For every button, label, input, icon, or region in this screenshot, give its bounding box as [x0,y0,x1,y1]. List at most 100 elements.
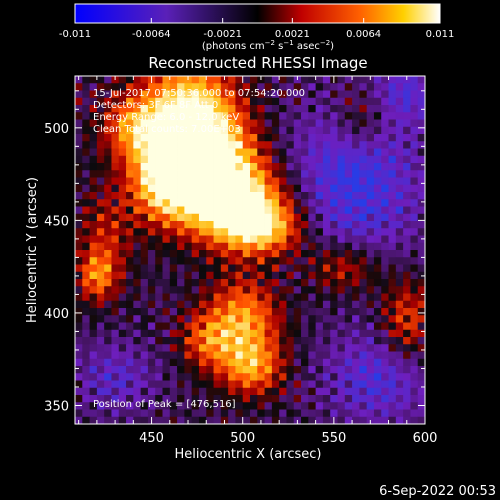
heatmap-cell [315,163,324,171]
heatmap-cell [330,206,338,215]
heatmap-cell [388,279,397,287]
heatmap-cell [235,112,244,120]
heatmap-cell [366,337,375,345]
heatmap-cell [410,192,419,200]
heatmap-cell [126,409,134,418]
heatmap-cell [155,337,163,345]
heatmap-cell [322,105,331,113]
heatmap-cell [206,279,214,287]
heatmap-cell [147,402,156,410]
heatmap-cell [126,402,134,410]
heatmap-cell [395,177,404,186]
heatmap-cell [155,90,163,99]
heatmap-cell [133,90,142,99]
heatmap-cell [293,308,302,316]
heatmap-cell [242,242,251,251]
heatmap-cell [169,271,178,280]
heatmap-cell [257,199,265,207]
heatmap-cell [395,286,404,294]
heatmap-cell [104,83,112,91]
heatmap-cell [279,90,287,99]
heatmap-cell [308,250,317,258]
heatmap-cell [184,402,193,410]
heatmap-cell [104,112,112,120]
heatmap-cell [198,184,207,193]
heatmap-cell [308,170,317,178]
heatmap-cell [264,286,273,294]
heatmap-cell [257,242,265,251]
heatmap-cell [337,170,346,178]
heatmap-cell [301,126,309,135]
heatmap-cell [140,126,149,135]
heatmap-cell [301,351,309,360]
heatmap-cell [373,402,382,410]
heatmap-cell [75,206,83,215]
heatmap-cell [286,322,295,331]
heatmap-cell [403,322,411,331]
heatmap-cell [395,141,404,149]
heatmap-cell [140,416,149,425]
heatmap-cell [191,264,200,273]
heatmap-cell [388,119,397,128]
heatmap-cell [352,184,360,193]
heatmap-cell [118,192,127,200]
heatmap-cell [381,358,389,367]
heatmap-cell [250,242,258,251]
heatmap-cell [279,97,287,106]
heatmap-cell [96,90,105,99]
heatmap-cell [89,170,98,178]
heatmap-cell [257,387,265,396]
heatmap-cell [322,148,331,157]
heatmap-cell [308,126,317,135]
heatmap-cell [308,206,317,215]
heatmap-cell [381,235,389,244]
heatmap-cell [162,76,171,84]
heatmap-cell [293,315,302,323]
heatmap-cell [104,300,112,309]
heatmap-cell [264,409,273,418]
heatmap-cell [111,184,120,193]
heatmap-cell [366,329,375,338]
heatmap-cell [155,344,163,352]
heatmap-cell [140,119,149,128]
heatmap-cell [206,83,214,91]
heatmap-cell [198,402,207,410]
heatmap-cell [89,192,98,200]
heatmap-cell [264,112,273,120]
heatmap-cell [75,112,83,120]
heatmap-cell [315,235,324,244]
heatmap-cell [279,221,287,229]
heatmap-cell [213,257,222,265]
heatmap-cell [191,155,200,164]
heatmap-cell [213,395,222,403]
heatmap-cell [111,221,120,229]
heatmap-cell [344,395,353,403]
heatmap-cell [220,155,229,164]
heatmap-cell [133,192,142,200]
heatmap-cell [257,213,265,222]
heatmap-cell [147,199,156,207]
heatmap-cell [169,322,178,331]
colorbar-tick-label: 0.0021 [275,29,310,40]
heatmap-cell [118,213,127,222]
heatmap-cell [213,373,222,381]
heatmap-cell [184,213,193,222]
heatmap-image [75,76,426,425]
heatmap-cell [417,373,426,381]
heatmap-cell [242,257,251,265]
heatmap-cell [75,250,83,258]
heatmap-cell [126,257,134,265]
heatmap-cell [126,228,134,236]
heatmap-cell [82,337,90,345]
y-tick-label: 350 [44,399,69,414]
heatmap-cell [279,112,287,120]
heatmap-cell [220,141,229,149]
heatmap-cell [344,221,353,229]
heatmap-cell [191,373,200,381]
heatmap-cell [293,387,302,396]
heatmap-cell [352,76,360,84]
heatmap-cell [228,83,236,91]
heatmap-cell [352,228,360,236]
heatmap-cell [206,409,214,418]
heatmap-cell [293,199,302,207]
